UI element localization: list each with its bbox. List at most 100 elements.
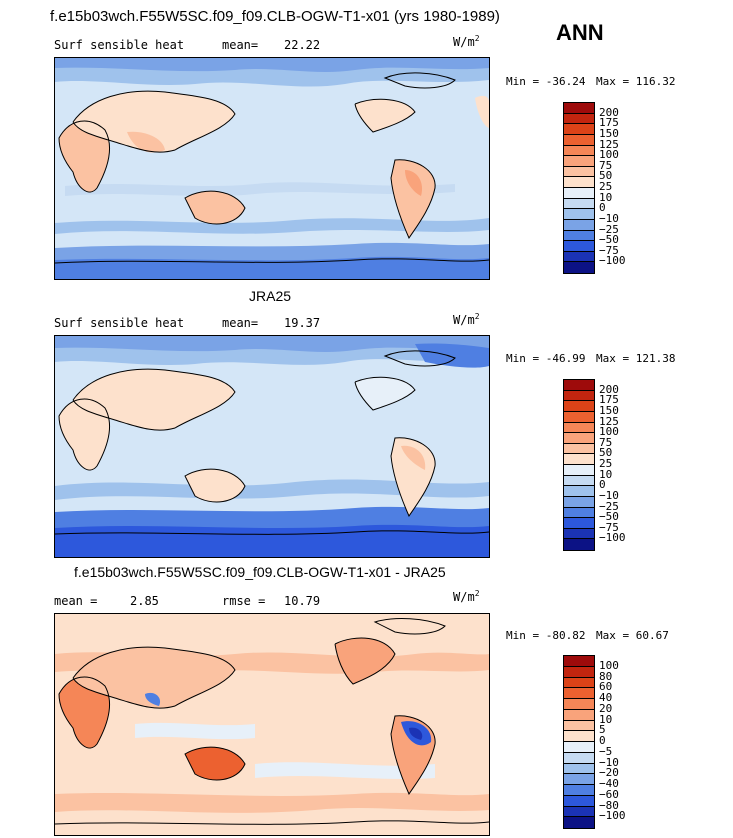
colorbar-tick-label: 10 [599, 467, 613, 481]
colorbar-tick-label: 175 [599, 393, 619, 407]
colorbar-tick-label: 125 [599, 414, 619, 428]
panel1-mean-value: 22.22 [284, 38, 321, 52]
colorbar-swatch [564, 454, 594, 465]
colorbar-swatch [564, 188, 594, 199]
colorbar-tick-label: 25 [599, 457, 613, 470]
colorbar-swatch [564, 443, 594, 455]
colorbar-swatch [564, 774, 594, 785]
main-title: f.e15b03wch.F55W5SC.f09_f09.CLB-OGW-T1-x… [50, 8, 500, 25]
colorbar-swatch [564, 145, 594, 157]
colorbar-swatch [564, 817, 594, 828]
panel3-rmse-value: 10.79 [284, 594, 321, 608]
colorbar-tick-label: 200 [599, 382, 619, 396]
colorbar-swatch [564, 486, 594, 497]
colorbar-swatch [564, 262, 594, 273]
colorbar-box [563, 379, 595, 551]
colorbar-tick-label: 80 [599, 669, 613, 683]
panel3-min: Min = -80.82 [506, 629, 586, 642]
colorbar-tick-label: 5 [599, 723, 606, 737]
colorbar-tick-label: −75 [599, 520, 619, 534]
colorbar-tick-label: −100 [599, 531, 626, 545]
colorbar-tick-label: 20 [599, 701, 613, 715]
colorbar-swatch [564, 518, 594, 529]
colorbar-tick-label: −20 [599, 766, 619, 780]
colorbar-tick-label: 50 [599, 446, 613, 460]
panel3-max: Max = 60.67 [596, 629, 669, 642]
colorbar-tick-label: −25 [599, 222, 619, 236]
panel1-map [54, 57, 490, 280]
colorbar-tick-label: −60 [599, 787, 619, 801]
colorbar-tick-label: −80 [599, 798, 619, 812]
panel2-mean-value: 19.37 [284, 316, 321, 330]
panel2-max: Max = 121.38 [596, 352, 676, 365]
panel2-colorbar: 200 175 150 125 100 75 50 25 10 0 −10 −25 −50 −75 −100 [563, 379, 643, 551]
panel1-colorbar: 200 175 150 125 100 75 50 25 10 0 −10 −25 −50 −75 −100 [563, 102, 643, 274]
colorbar-tick-label: 200 [599, 105, 619, 119]
colorbar-tick-label: 100 [599, 425, 619, 439]
colorbar-swatch [564, 134, 594, 146]
colorbar-tick-label: 40 [599, 691, 613, 704]
colorbar-tick-label: 60 [599, 680, 613, 694]
colorbar-tick-label: 0 [599, 734, 606, 747]
colorbar-swatch [564, 528, 594, 540]
colorbar-tick-label: 100 [599, 658, 619, 672]
colorbar-swatch [564, 124, 594, 135]
colorbar-swatch [564, 113, 594, 125]
colorbar-tick-label: 75 [599, 158, 613, 172]
colorbar-swatch [564, 688, 594, 699]
colorbar-swatch [564, 390, 594, 402]
colorbar-swatch [564, 496, 594, 508]
colorbar-swatch [564, 752, 594, 764]
colorbar-swatch [564, 699, 594, 710]
colorbar-swatch [564, 103, 594, 114]
season-label: ANN [556, 20, 604, 45]
colorbar-tick-label: −100 [599, 809, 626, 823]
colorbar-tick-label: −10 [599, 755, 619, 769]
colorbar-swatch [564, 763, 594, 775]
panel2-units: W/m2 [453, 312, 480, 327]
colorbar-swatch [564, 166, 594, 178]
colorbar-tick-label: 175 [599, 116, 619, 130]
colorbar-swatch [564, 251, 594, 263]
panel2-variable-label: Surf sensible heat [54, 316, 185, 330]
panel3-units: W/m2 [453, 589, 480, 604]
panel3-mean-value: 2.85 [130, 594, 159, 608]
panel2-map [54, 335, 490, 558]
colorbar-swatch [564, 709, 594, 721]
colorbar-tick-label: 75 [599, 435, 613, 449]
panel2-min: Min = -46.99 [506, 352, 586, 365]
colorbar-swatch [564, 209, 594, 220]
panel2-mean-label: mean= [222, 316, 259, 330]
colorbar-tick-label: 25 [599, 180, 613, 193]
colorbar-swatch [564, 795, 594, 807]
panel3-rmse-label: rmse = [222, 594, 266, 608]
colorbar-tick-label: 10 [599, 190, 613, 204]
colorbar-swatch [564, 785, 594, 796]
colorbar-tick-label: −100 [599, 254, 626, 268]
colorbar-swatch [564, 422, 594, 434]
colorbar-tick-label: −25 [599, 499, 619, 513]
colorbar-tick-label: −50 [599, 233, 619, 247]
colorbar-tick-label: 50 [599, 169, 613, 183]
colorbar-tick-label: −10 [599, 211, 619, 225]
colorbar-swatch [564, 401, 594, 412]
colorbar-swatch [564, 677, 594, 689]
panel3-colorbar: 100 80 60 40 20 10 5 0 −5 −10 −20 −40 −60 −80 −100 [563, 655, 643, 829]
colorbar-tick-label: 150 [599, 403, 619, 417]
colorbar-swatch [564, 465, 594, 476]
colorbar-swatch [564, 507, 594, 519]
colorbar-swatch [564, 720, 594, 732]
colorbar-swatch [564, 219, 594, 231]
colorbar-tick-label: 150 [599, 126, 619, 140]
panel1-units: W/m2 [453, 34, 480, 49]
colorbar-swatch [564, 539, 594, 550]
colorbar-swatch [564, 380, 594, 391]
colorbar-tick-label: 10 [599, 712, 613, 726]
panel2-title: JRA25 [249, 288, 292, 304]
colorbar-swatch [564, 156, 594, 167]
colorbar-swatch [564, 411, 594, 423]
colorbar-tick-label: 100 [599, 148, 619, 162]
colorbar-box [563, 102, 595, 274]
colorbar-box [563, 655, 595, 829]
colorbar-swatch [564, 433, 594, 444]
